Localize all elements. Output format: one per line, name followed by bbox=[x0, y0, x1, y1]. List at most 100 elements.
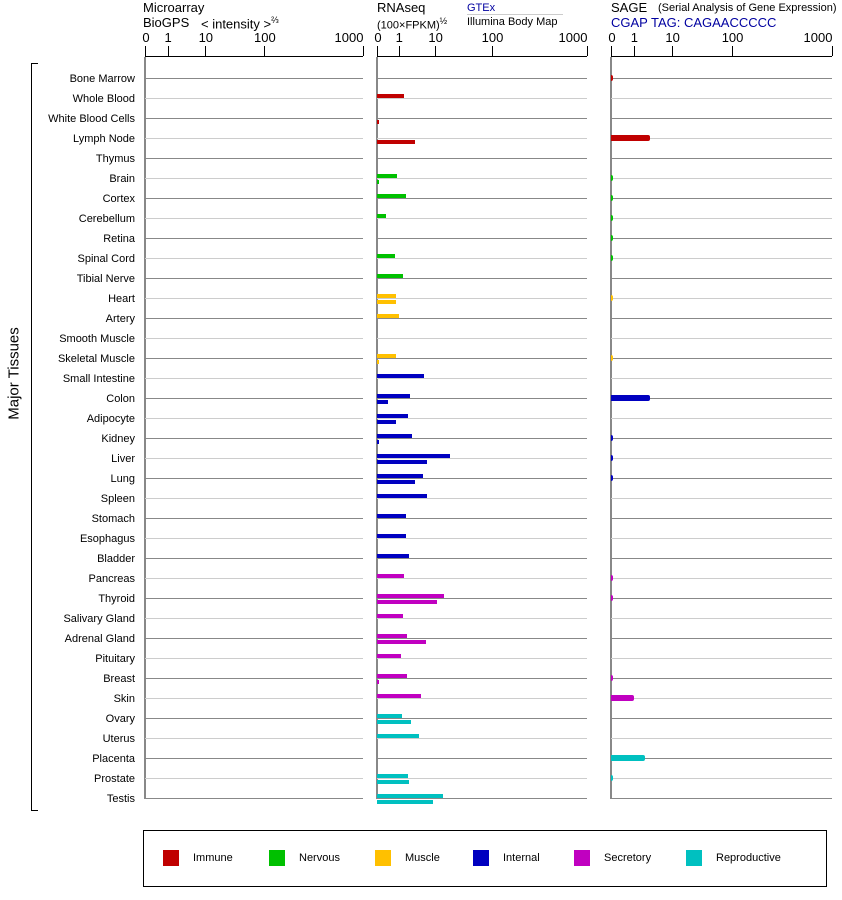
grid-line bbox=[377, 518, 587, 519]
grid-line bbox=[145, 498, 363, 499]
tissue-label: Smooth Muscle bbox=[59, 333, 135, 345]
legend-item-muscle: Muscle bbox=[375, 850, 440, 866]
gtex-bar bbox=[377, 714, 402, 718]
microarray-tick bbox=[205, 46, 207, 56]
grid-line bbox=[611, 578, 832, 579]
unit-exponent: ⅔ bbox=[271, 15, 279, 25]
grid-line bbox=[377, 238, 587, 239]
illumina-bar bbox=[377, 600, 437, 604]
grid-line bbox=[377, 358, 587, 359]
grid-line bbox=[145, 598, 363, 599]
microarray-tick bbox=[264, 46, 266, 56]
microarray-tick bbox=[362, 46, 364, 56]
grid-line bbox=[611, 678, 832, 679]
grid-line bbox=[611, 338, 832, 339]
grid-line bbox=[611, 718, 832, 719]
grid-line bbox=[377, 378, 587, 379]
tissue-label: Lymph Node bbox=[73, 133, 135, 145]
grid-line bbox=[377, 598, 587, 599]
grid-line bbox=[611, 798, 832, 799]
microarray-title: Microarray bbox=[143, 0, 205, 15]
tissue-label: Uterus bbox=[102, 733, 135, 745]
grid-line bbox=[145, 718, 363, 719]
grid-line bbox=[611, 418, 832, 419]
grid-line bbox=[145, 578, 363, 579]
tissue-label: Prostate bbox=[94, 773, 135, 785]
sage-bar bbox=[611, 135, 651, 141]
legend-swatch bbox=[473, 850, 489, 866]
sage-tick-label: 10 bbox=[665, 30, 680, 45]
legend-label: Immune bbox=[193, 852, 233, 864]
grid-line bbox=[377, 178, 587, 179]
grid-line bbox=[377, 738, 587, 739]
y-group-label: Major Tissues bbox=[5, 327, 23, 420]
grid-line bbox=[611, 218, 832, 219]
tissue-label: Pituitary bbox=[95, 653, 135, 665]
microarray-tick-label: 100 bbox=[254, 30, 276, 45]
group-bracket bbox=[31, 63, 38, 811]
microarray-subtitle: BioGPS bbox=[143, 15, 190, 30]
gtex-bar bbox=[377, 374, 424, 378]
grid-line bbox=[145, 198, 363, 199]
grid-line bbox=[611, 698, 832, 699]
grid-line bbox=[145, 638, 363, 639]
grid-line bbox=[377, 158, 587, 159]
grid-line bbox=[611, 618, 832, 619]
tissue-label: Small Intestine bbox=[62, 373, 135, 385]
sage-tick bbox=[610, 46, 612, 56]
gtex-bar bbox=[377, 354, 396, 358]
rnaseq-title: RNAseq bbox=[377, 0, 426, 15]
tissue-label: Heart bbox=[108, 293, 135, 305]
grid-line bbox=[377, 398, 587, 399]
grid-line bbox=[377, 78, 587, 79]
grid-line bbox=[145, 398, 363, 399]
gtex-bar bbox=[377, 534, 406, 538]
gtex-bar bbox=[377, 434, 412, 438]
microarray-tick bbox=[144, 46, 146, 56]
grid-line bbox=[377, 138, 587, 139]
grid-line bbox=[377, 338, 587, 339]
rnaseq-y-axis bbox=[376, 57, 378, 799]
sage-bar bbox=[611, 455, 614, 461]
legend-swatch bbox=[686, 850, 702, 866]
legend-label: Muscle bbox=[405, 852, 440, 864]
grid-line bbox=[611, 258, 832, 259]
gtex-bar bbox=[377, 214, 386, 218]
grid-line bbox=[611, 538, 832, 539]
microarray-tick bbox=[167, 46, 169, 56]
grid-line bbox=[611, 358, 832, 359]
sage-y-axis bbox=[610, 57, 612, 799]
illumina-bar bbox=[377, 720, 411, 724]
illumina-bar bbox=[377, 360, 379, 364]
sage-bar bbox=[611, 295, 614, 301]
grid-line bbox=[611, 138, 832, 139]
rnaseq-tick-label: 1 bbox=[395, 30, 403, 45]
legend-label: Secretory bbox=[604, 852, 652, 864]
tissue-label: Pancreas bbox=[88, 573, 135, 585]
unit-label: < intensity > bbox=[201, 16, 272, 32]
tissue-label: Breast bbox=[103, 673, 135, 685]
sage-tick-label: 100 bbox=[721, 30, 744, 45]
grid-line bbox=[377, 618, 587, 619]
gtex-bar bbox=[377, 474, 423, 478]
illumina-bar bbox=[377, 480, 415, 484]
sage-bar bbox=[611, 175, 614, 181]
illumina-bar bbox=[377, 800, 433, 804]
illumina-bar bbox=[377, 640, 426, 644]
legend-swatch bbox=[163, 850, 179, 866]
grid-line bbox=[611, 598, 832, 599]
grid-line bbox=[377, 758, 587, 759]
grid-line bbox=[145, 798, 363, 799]
illumina-bar bbox=[377, 400, 388, 404]
gtex-bar bbox=[377, 514, 406, 518]
rnaseq-tick-label: 0 bbox=[374, 30, 382, 45]
grid-line bbox=[377, 298, 587, 299]
grid-line bbox=[611, 758, 832, 759]
tissue-label: Spinal Cord bbox=[77, 253, 135, 265]
gtex-bar bbox=[377, 634, 407, 638]
tissue-label: Bone Marrow bbox=[69, 73, 135, 85]
grid-line bbox=[611, 78, 832, 79]
grid-line bbox=[145, 738, 363, 739]
grid-line bbox=[145, 378, 363, 379]
